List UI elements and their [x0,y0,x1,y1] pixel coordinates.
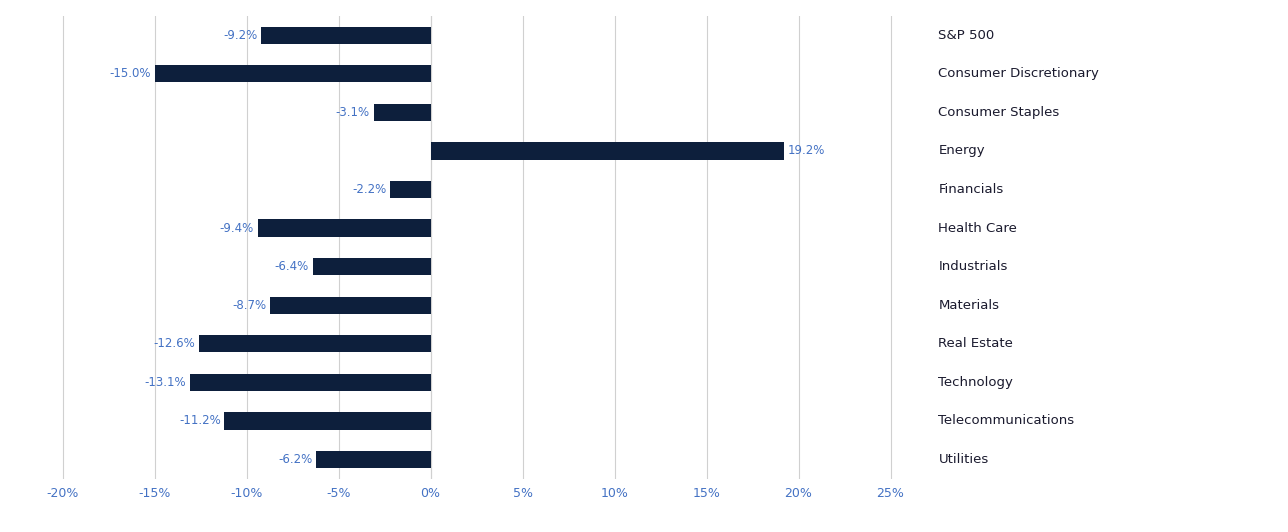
Text: Consumer Discretionary: Consumer Discretionary [939,68,1100,80]
Text: -15.0%: -15.0% [109,68,151,80]
Text: -6.4%: -6.4% [274,260,309,273]
Text: -9.4%: -9.4% [220,222,254,235]
Bar [224,412,430,430]
Text: -2.2%: -2.2% [352,183,386,196]
Text: Utilities: Utilities [939,453,989,466]
Text: -12.6%: -12.6% [153,337,194,350]
Text: S&P 500: S&P 500 [939,29,994,41]
Bar [258,219,430,237]
Bar [430,142,784,160]
Text: Health Care: Health Care [939,222,1018,235]
Text: Consumer Staples: Consumer Staples [939,106,1060,119]
Bar [261,27,430,44]
Bar [374,104,430,121]
Text: -11.2%: -11.2% [179,414,220,427]
Bar [390,181,430,198]
Text: Real Estate: Real Estate [939,337,1014,350]
Text: -9.2%: -9.2% [223,29,258,41]
Text: Materials: Materials [939,299,999,312]
Text: Telecommunications: Telecommunications [939,414,1074,427]
Bar [317,451,430,468]
Text: -3.1%: -3.1% [336,106,370,119]
Text: -8.7%: -8.7% [233,299,267,312]
Bar [189,373,430,391]
Text: Energy: Energy [939,145,985,157]
Bar [155,65,430,82]
Text: -13.1%: -13.1% [144,376,185,389]
Text: Industrials: Industrials [939,260,1007,273]
Bar [270,296,430,314]
Bar [313,258,430,276]
Bar [198,335,430,353]
Text: Financials: Financials [939,183,1003,196]
Text: Technology: Technology [939,376,1014,389]
Text: 19.2%: 19.2% [787,145,824,157]
Text: -6.2%: -6.2% [278,453,313,466]
